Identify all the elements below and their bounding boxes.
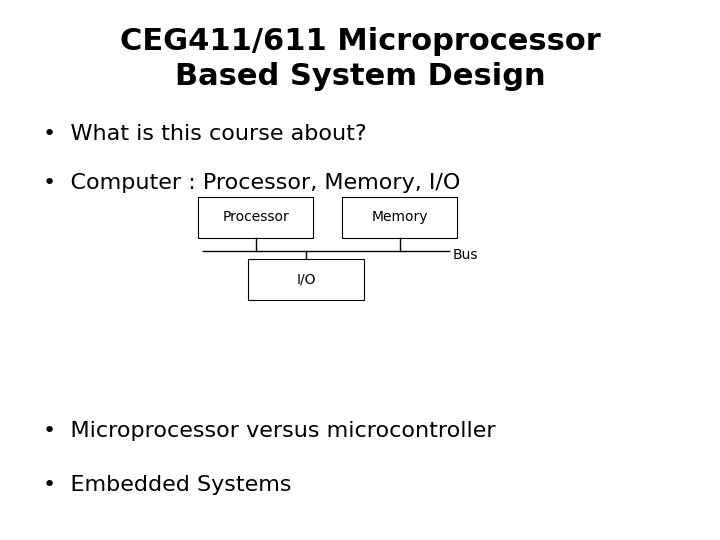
FancyBboxPatch shape (198, 197, 313, 238)
Text: •  What is this course about?: • What is this course about? (43, 124, 366, 144)
Text: Bus: Bus (452, 248, 477, 262)
FancyBboxPatch shape (342, 197, 457, 238)
Text: I/O: I/O (296, 273, 316, 286)
FancyBboxPatch shape (248, 259, 364, 300)
Text: •  Embedded Systems: • Embedded Systems (43, 475, 292, 495)
Text: CEG411/611 Microprocessor
Based System Design: CEG411/611 Microprocessor Based System D… (120, 27, 600, 91)
Text: •  Microprocessor versus microcontroller: • Microprocessor versus microcontroller (43, 421, 496, 441)
Text: Processor: Processor (222, 211, 289, 224)
Text: Memory: Memory (372, 211, 428, 224)
Text: •  Computer : Processor, Memory, I/O: • Computer : Processor, Memory, I/O (43, 173, 461, 193)
